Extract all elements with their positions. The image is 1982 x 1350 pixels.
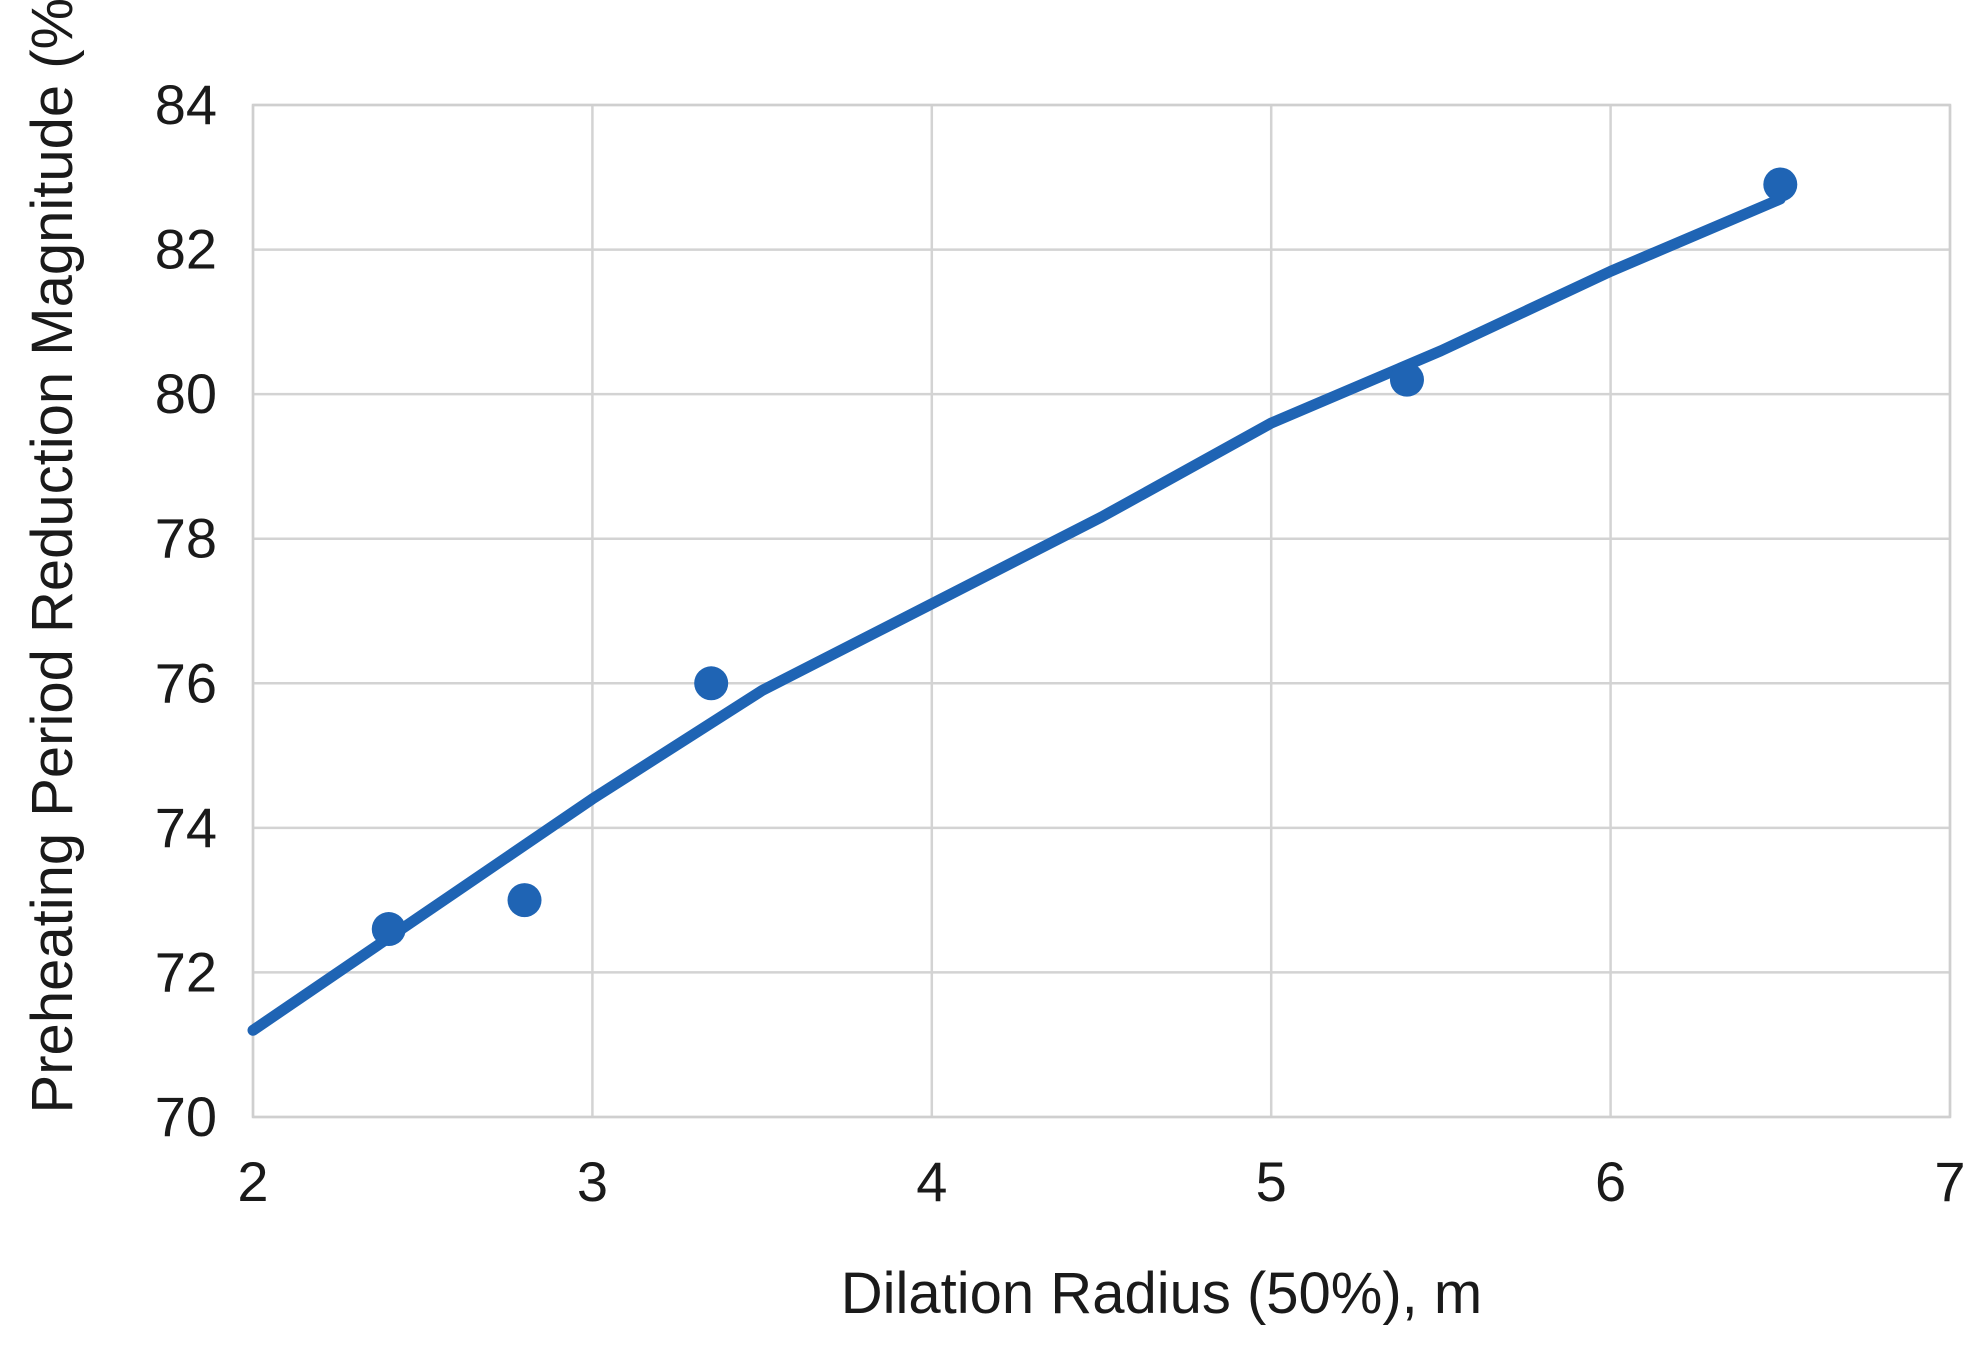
y-tick-label: 84 bbox=[155, 73, 217, 136]
y-tick-label: 80 bbox=[155, 362, 217, 425]
y-tick-label: 72 bbox=[155, 940, 217, 1003]
y-tick-label: 76 bbox=[155, 651, 217, 714]
y-tick-label: 82 bbox=[155, 218, 217, 281]
x-tick-label: 2 bbox=[237, 1150, 268, 1213]
y-tick-label: 74 bbox=[155, 796, 217, 859]
data-point bbox=[1763, 167, 1798, 202]
x-tick-label: 7 bbox=[1934, 1150, 1965, 1213]
y-axis-label: Preheating Period Reduction Magnitude (%… bbox=[20, 0, 85, 1113]
x-tick-labels: 2 3 4 5 6 7 bbox=[237, 1150, 1965, 1213]
y-tick-label: 78 bbox=[155, 507, 217, 570]
data-point bbox=[1389, 362, 1424, 397]
plot-area-border bbox=[251, 103, 1952, 1119]
trend-line bbox=[247, 193, 1786, 1036]
grid bbox=[251, 103, 1952, 1119]
data-point bbox=[371, 912, 406, 947]
y-tick-labels: 70 72 74 76 78 80 82 84 bbox=[155, 73, 217, 1148]
x-axis-label: Dilation Radius (50%), m bbox=[841, 1261, 1482, 1326]
x-tick-label: 5 bbox=[1256, 1150, 1287, 1213]
data-point bbox=[694, 666, 729, 701]
x-tick-label: 3 bbox=[577, 1150, 608, 1213]
y-tick-label: 70 bbox=[155, 1085, 217, 1148]
data-points bbox=[371, 167, 1798, 947]
x-tick-label: 4 bbox=[916, 1150, 947, 1213]
x-tick-label: 6 bbox=[1595, 1150, 1626, 1213]
data-point bbox=[507, 883, 542, 918]
